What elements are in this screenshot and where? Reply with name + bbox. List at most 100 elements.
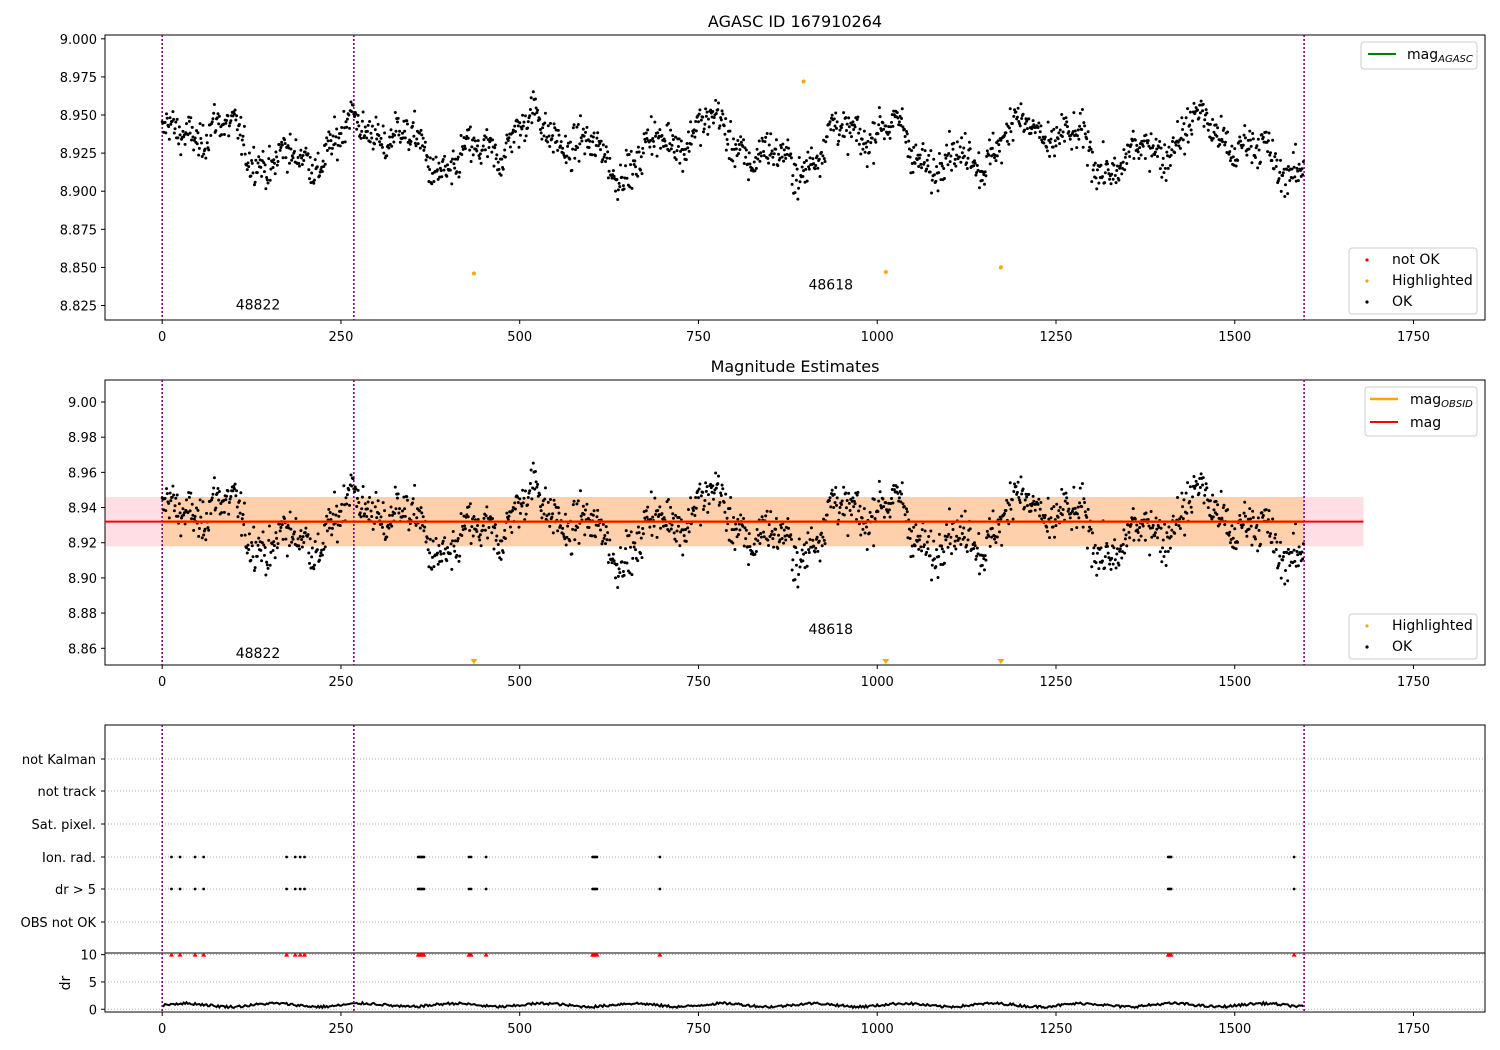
ok-point — [1052, 505, 1056, 509]
dr-clipped-marker — [421, 952, 427, 957]
ok-point — [286, 144, 290, 148]
ok-point — [816, 549, 820, 553]
ok-point — [285, 170, 289, 174]
ok-point — [1216, 503, 1220, 507]
y-tick-label: 8.925 — [60, 147, 97, 162]
ok-point — [506, 138, 510, 142]
ok-point — [188, 131, 192, 135]
ok-point — [1210, 517, 1214, 521]
ok-point — [483, 148, 487, 152]
ok-point — [1015, 115, 1019, 119]
ok-point — [1031, 494, 1035, 498]
ok-point — [481, 528, 485, 532]
ok-point — [806, 150, 810, 154]
ok-point — [855, 493, 859, 497]
ok-point — [507, 514, 511, 518]
ok-point — [343, 140, 347, 144]
ok-point — [303, 150, 307, 154]
ok-point — [337, 514, 341, 518]
ok-point — [310, 546, 314, 550]
ok-point — [1148, 169, 1152, 173]
ok-point — [802, 161, 806, 165]
ok-point — [601, 539, 605, 543]
ok-point — [237, 499, 241, 503]
ok-point — [639, 552, 643, 556]
ok-point — [1007, 522, 1011, 526]
ok-point — [1294, 522, 1298, 526]
ok-point — [1230, 524, 1234, 528]
ok-point — [755, 147, 759, 151]
dr-clipped-marker — [657, 952, 663, 957]
ok-point — [257, 536, 261, 540]
ok-point — [628, 185, 632, 189]
ok-point — [451, 530, 455, 534]
ok-point — [355, 504, 359, 508]
ok-point — [300, 545, 304, 549]
ok-point — [890, 113, 894, 117]
ok-point — [1212, 508, 1216, 512]
ok-point — [610, 561, 614, 565]
ok-point — [650, 533, 654, 537]
ok-point — [839, 126, 843, 130]
ok-point — [693, 514, 697, 518]
panel2-legend-lower: Highlighted OK — [1348, 613, 1478, 660]
ok-point — [1148, 553, 1152, 557]
ok-point — [849, 135, 853, 139]
ok-point — [1179, 136, 1183, 140]
ok-point — [950, 552, 954, 556]
ok-point — [1046, 496, 1050, 500]
ok-point — [1256, 549, 1260, 553]
ok-point — [310, 163, 314, 167]
ok-point — [449, 160, 453, 164]
ok-point — [816, 166, 820, 170]
ok-point — [209, 512, 213, 516]
ok-point — [176, 514, 180, 518]
ok-point — [1023, 122, 1027, 126]
ok-point — [977, 186, 981, 190]
ok-point — [1178, 146, 1182, 150]
ok-point — [793, 578, 797, 582]
ok-point — [1077, 137, 1081, 141]
ok-point — [984, 558, 988, 562]
ok-point — [734, 143, 738, 147]
ok-point — [900, 117, 904, 121]
ok-point — [232, 487, 236, 491]
ok-point — [265, 178, 269, 182]
ok-point — [1121, 542, 1125, 546]
ok-point — [622, 187, 626, 191]
flag-event-marker — [178, 887, 182, 891]
ok-point — [296, 537, 300, 541]
ok-point — [1181, 138, 1185, 142]
ok-point — [654, 512, 658, 516]
ok-point — [639, 168, 643, 172]
ok-point — [1146, 139, 1150, 143]
ok-point — [646, 505, 650, 509]
ok-point — [405, 495, 409, 499]
ok-point — [596, 508, 600, 512]
ok-point — [503, 148, 507, 152]
ok-point — [1162, 171, 1166, 175]
ok-point — [836, 142, 840, 146]
ok-point — [974, 557, 978, 561]
ok-point — [1158, 139, 1162, 143]
ok-point — [451, 157, 455, 161]
ok-point — [596, 523, 600, 527]
highlighted-point — [471, 271, 476, 276]
ok-point — [960, 514, 964, 518]
ok-point — [907, 527, 911, 531]
ok-point — [1081, 145, 1085, 149]
ok-point — [1000, 161, 1004, 165]
ok-point — [935, 548, 939, 552]
ok-point — [1045, 525, 1049, 529]
ok-point — [610, 176, 614, 180]
ok-point — [965, 550, 969, 554]
ok-point — [1135, 143, 1139, 147]
ok-point — [908, 537, 912, 541]
ok-point — [235, 128, 239, 132]
ok-point — [958, 525, 962, 529]
ok-point — [840, 499, 844, 503]
ok-point — [858, 127, 862, 131]
ok-point — [468, 502, 472, 506]
ok-point — [1067, 507, 1071, 511]
ok-point — [534, 106, 538, 110]
